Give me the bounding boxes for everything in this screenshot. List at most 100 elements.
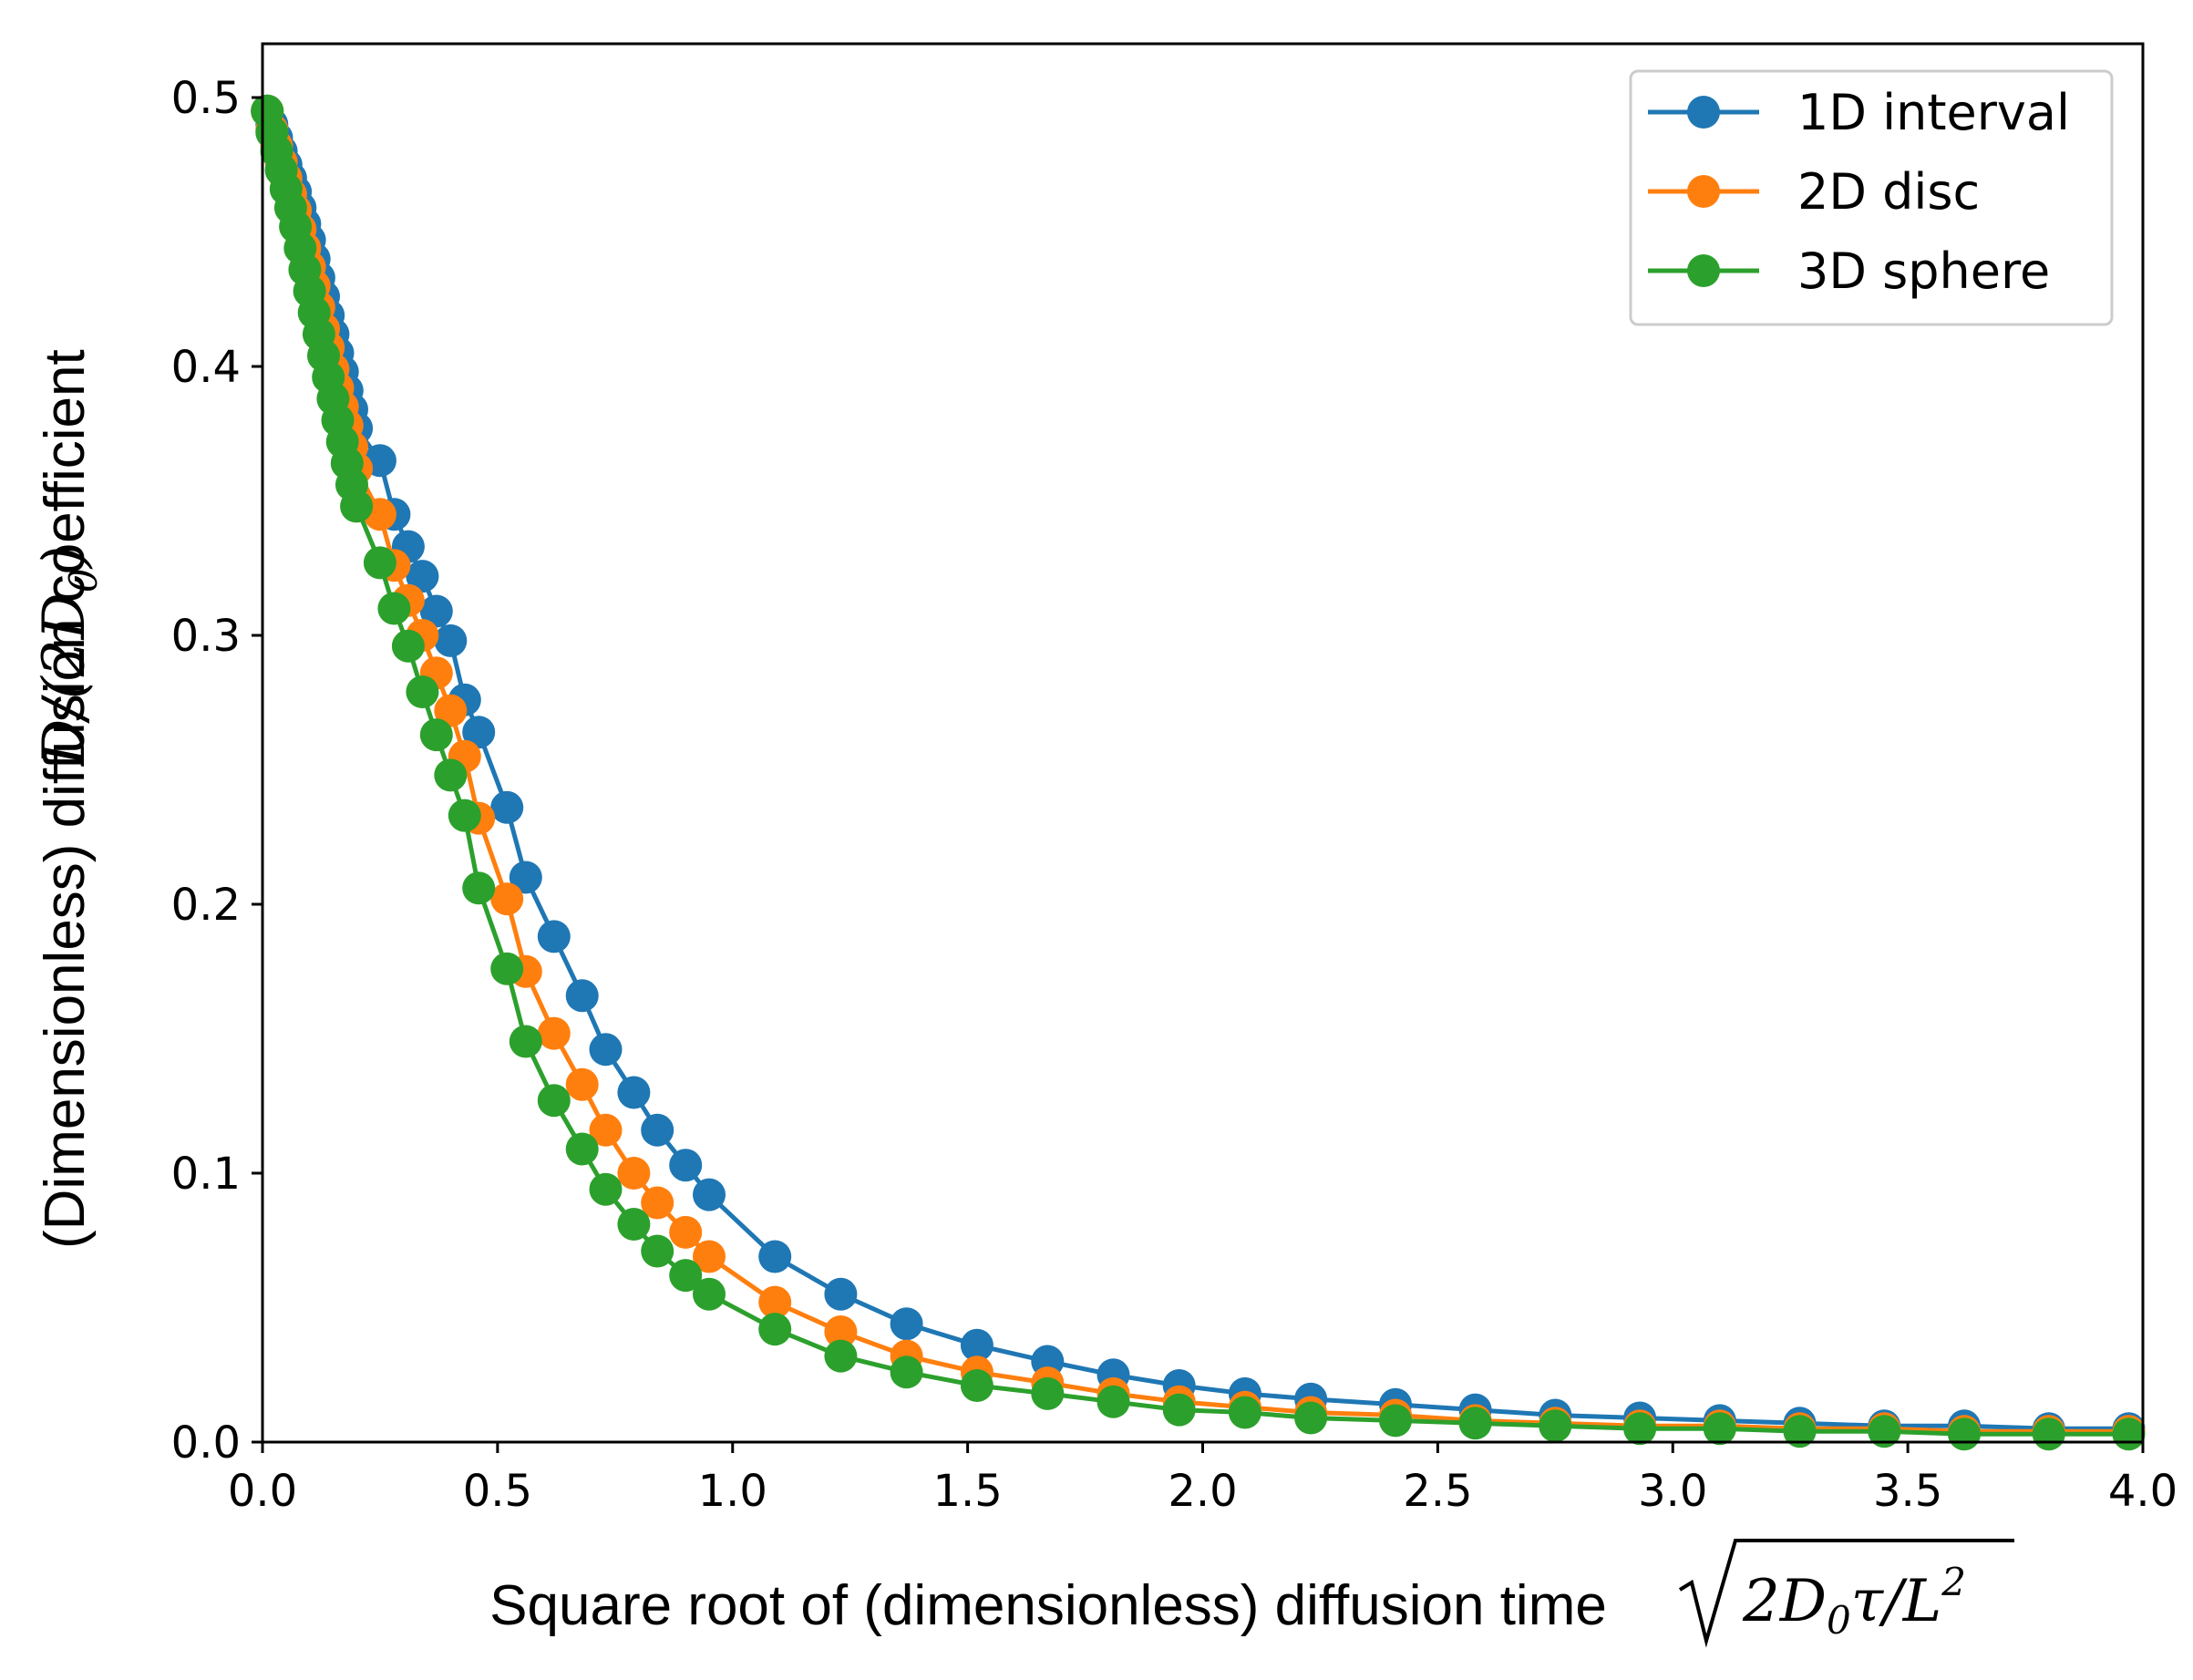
data-point [589, 1113, 623, 1147]
data-point [890, 1355, 923, 1389]
ticks-layer: 0.0 0.5 1.0 1.5 2.0 2.5 3.0 3.5 4.0 0.0 0.1 0.2 0.3 0… [171, 73, 2178, 1517]
legend-label: 2D disc [1797, 163, 1980, 221]
y-tick-label: 0.4 [171, 342, 241, 393]
data-point [565, 979, 599, 1013]
x-tick-label: 0.0 [228, 1466, 297, 1517]
data-point [1228, 1396, 1261, 1429]
data-point [589, 1033, 623, 1067]
data-point [758, 1240, 792, 1273]
data-point [589, 1172, 623, 1206]
data-point [669, 1259, 703, 1293]
series-layer [251, 94, 2146, 1451]
data-point [509, 1025, 542, 1058]
data-point [960, 1369, 994, 1402]
data-point [641, 1113, 674, 1147]
legend-marker [1687, 175, 1720, 208]
data-point [340, 490, 374, 523]
data-point [462, 871, 496, 905]
data-point [565, 1067, 599, 1101]
y-axis-math-expression: D/(2D0) [31, 545, 106, 767]
data-point [1458, 1407, 1492, 1440]
data-point [617, 1208, 651, 1241]
data-point [617, 1157, 651, 1190]
series-3 [251, 94, 2146, 1451]
x-tick-label: 3.5 [1873, 1466, 1942, 1517]
data-point [509, 861, 542, 894]
data-point [537, 1084, 571, 1118]
legend-marker [1687, 96, 1720, 129]
data-point [1539, 1409, 1572, 1443]
data-point [669, 1149, 703, 1182]
data-point [406, 675, 439, 708]
y-tick-label: 0.3 [171, 611, 241, 662]
data-point [641, 1234, 674, 1268]
data-point [641, 1186, 674, 1220]
data-point [669, 1215, 703, 1249]
legend: 1D interval 2D disc 3D sphere [1629, 69, 2114, 326]
legend-label: 1D interval [1797, 84, 2070, 141]
data-point [1868, 1415, 1901, 1448]
legend-item: 2D disc [1648, 163, 1980, 221]
data-point [434, 694, 468, 727]
data-point [824, 1277, 858, 1311]
data-point [1096, 1385, 1130, 1418]
data-point [377, 592, 411, 625]
data-point [565, 1132, 599, 1166]
data-point [363, 546, 396, 580]
x-tick-label: 2.0 [1168, 1466, 1237, 1517]
legend-marker [1687, 254, 1720, 287]
data-point [2032, 1417, 2065, 1451]
data-point [490, 790, 524, 824]
data-point [434, 758, 468, 792]
data-point [391, 629, 425, 663]
data-point [419, 718, 453, 752]
data-point [617, 1076, 651, 1109]
data-point [462, 716, 496, 749]
data-point [693, 1277, 726, 1311]
data-point [419, 594, 453, 628]
x-tick-label: 1.0 [698, 1466, 767, 1517]
x-tick-label: 1.5 [932, 1466, 1002, 1517]
data-point [693, 1240, 726, 1273]
y-axis-label-text: (Dimensionless) diffusion coefficient [34, 349, 97, 1249]
data-point [693, 1178, 726, 1211]
legend-box [1629, 69, 2114, 326]
data-point [434, 624, 468, 657]
data-point [448, 799, 481, 832]
x-axis-math-label: 2D0τ/L2 [1678, 1539, 2014, 1648]
data-point [1031, 1376, 1065, 1410]
data-point [2112, 1417, 2146, 1451]
data-point [758, 1313, 792, 1346]
legend-item: 1D interval [1648, 84, 2070, 141]
x-tick-label: 0.5 [463, 1466, 532, 1517]
data-point [406, 560, 439, 593]
data-point [490, 882, 524, 916]
data-point [1162, 1393, 1196, 1427]
data-point [537, 920, 571, 953]
y-tick-label: 0.2 [171, 880, 241, 931]
data-point [1703, 1412, 1736, 1446]
y-tick-label: 0.1 [171, 1149, 241, 1200]
legend-items: 1D interval 2D disc 3D sphere [1648, 84, 2070, 300]
y-tick-label: 0.5 [171, 73, 241, 124]
data-point [1379, 1404, 1412, 1438]
data-point [1294, 1401, 1328, 1435]
y-axis-label: (Dimensionless) diffusion coefficient D/… [31, 349, 106, 1249]
x-axis-math-expression: 2D0τ/L2 [1742, 1560, 1966, 1643]
data-point [1948, 1417, 1981, 1451]
legend-item: 3D sphere [1648, 242, 2050, 300]
data-point [824, 1339, 858, 1373]
sqrt-radical [1678, 1539, 2014, 1648]
data-point [490, 952, 524, 985]
x-tick-label: 3.0 [1638, 1466, 1707, 1517]
data-point [960, 1328, 994, 1362]
data-point [824, 1315, 858, 1348]
x-axis-label: Square root of (dimensionless) diffusion… [489, 1574, 1607, 1637]
data-point [537, 1016, 571, 1050]
x-tick-label: 2.5 [1403, 1466, 1472, 1517]
y-tick-label: 0.0 [171, 1417, 241, 1469]
data-point [1783, 1415, 1817, 1448]
data-point [1623, 1412, 1657, 1446]
data-point [758, 1285, 792, 1319]
